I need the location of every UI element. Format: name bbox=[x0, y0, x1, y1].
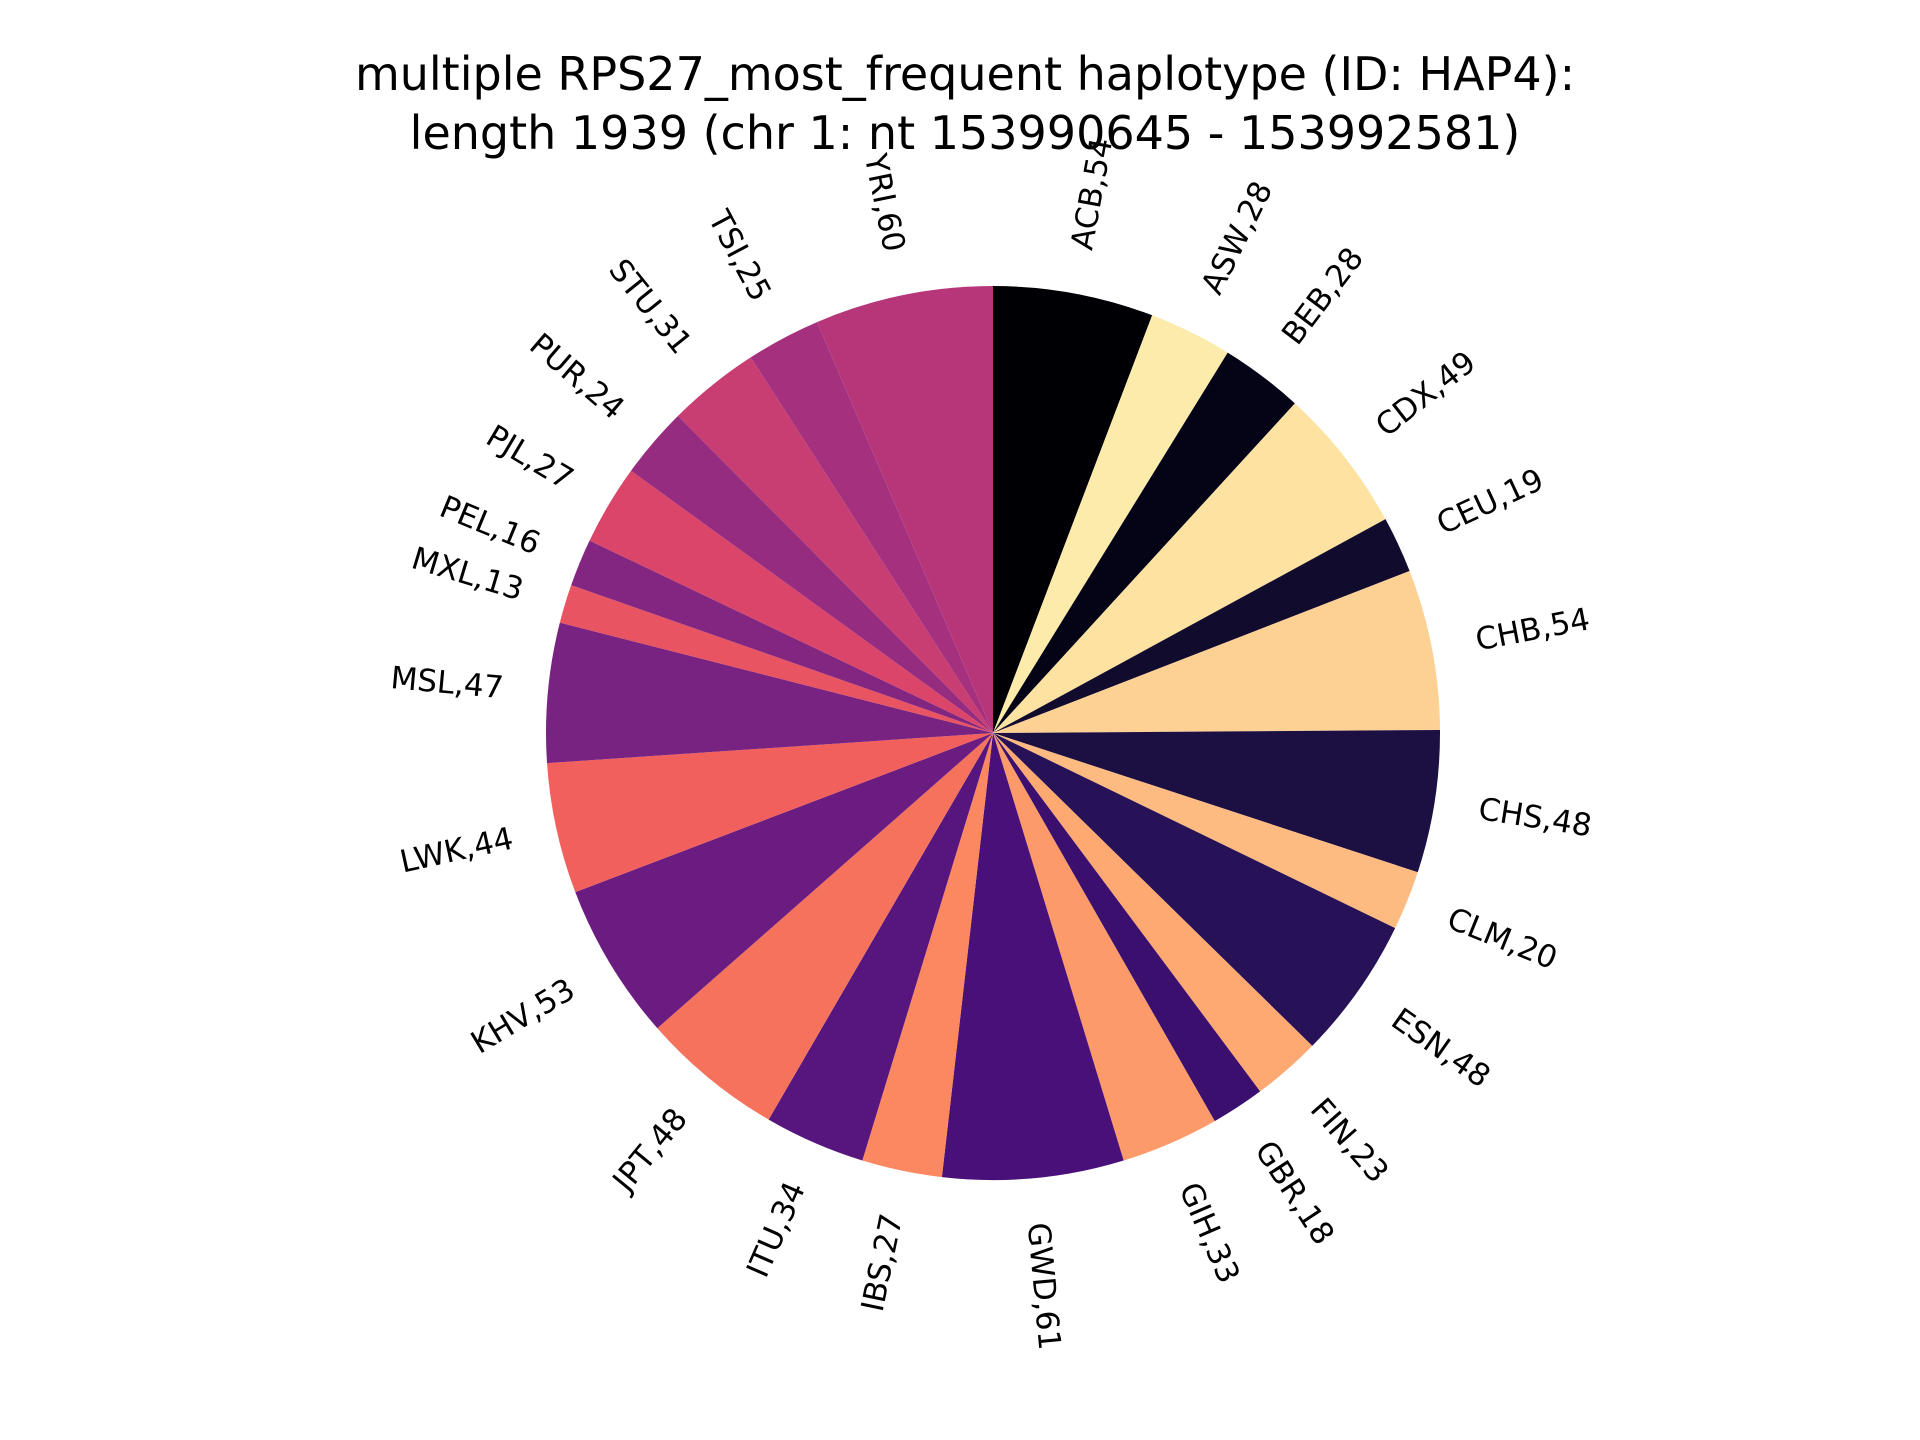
slice-label-cdx: CDX,49 bbox=[1369, 344, 1483, 444]
pie-slice-lwk bbox=[547, 733, 993, 893]
pie-slice-stu bbox=[677, 357, 993, 733]
slice-label-gih: GIH,33 bbox=[1172, 1177, 1247, 1288]
pie-slice-ibs bbox=[862, 733, 993, 1178]
slice-label-msl: MSL,47 bbox=[389, 660, 505, 706]
pie-slice-asw bbox=[993, 315, 1228, 733]
pie-slice-pel bbox=[571, 540, 993, 733]
slice-label-esn: ESN,48 bbox=[1385, 1001, 1497, 1095]
pie-slice-cdx bbox=[993, 403, 1386, 733]
pie-slice-fin bbox=[993, 733, 1313, 1092]
slice-label-khv: KHV,53 bbox=[465, 972, 581, 1062]
slice-label-pur: PUR,24 bbox=[522, 327, 631, 427]
pie-slice-pur bbox=[631, 415, 993, 733]
slice-label-gbr: GBR,18 bbox=[1247, 1134, 1341, 1251]
pie-slice-gbr bbox=[993, 733, 1261, 1122]
slice-label-asw: ASW,28 bbox=[1194, 176, 1280, 300]
pie-slice-yri bbox=[817, 286, 993, 733]
pie-slice-gih bbox=[993, 733, 1215, 1161]
slice-label-chs: CHS,48 bbox=[1476, 791, 1594, 844]
pie-slices bbox=[546, 286, 1441, 1181]
slice-label-itu: ITU,34 bbox=[740, 1177, 813, 1283]
chart-title-line-1: multiple RPS27_most_frequent haplotype (… bbox=[355, 47, 1575, 101]
slice-label-gwd: GWD,61 bbox=[1020, 1221, 1067, 1352]
pie-slice-gwd bbox=[941, 733, 1124, 1181]
slice-label-beb: BEB,28 bbox=[1275, 241, 1371, 352]
pie-slice-beb bbox=[993, 352, 1295, 733]
pie-slice-esn bbox=[993, 733, 1396, 1046]
slice-label-jpt: JPT,48 bbox=[605, 1102, 695, 1201]
pie-slice-mxl bbox=[559, 585, 993, 733]
pie-slice-jpt bbox=[657, 733, 993, 1120]
pie-slice-chb bbox=[993, 571, 1440, 733]
pie-slice-tsi bbox=[750, 322, 993, 733]
slice-label-fin: FIN,23 bbox=[1303, 1091, 1396, 1190]
pie-slice-chs bbox=[993, 729, 1441, 873]
pie-slice-msl bbox=[546, 622, 993, 764]
pie-slice-itu bbox=[768, 733, 993, 1161]
pie-slice-pjl bbox=[589, 470, 993, 733]
slice-label-ceu: CEU,19 bbox=[1431, 462, 1549, 542]
slice-label-clm: CLM,20 bbox=[1442, 901, 1562, 977]
slice-label-ibs: IBS,27 bbox=[855, 1211, 910, 1315]
slice-label-chb: CHB,54 bbox=[1473, 601, 1593, 658]
pie-slice-clm bbox=[993, 733, 1418, 929]
pie-slice-acb bbox=[993, 286, 1153, 733]
slice-label-lwk: LWK,44 bbox=[397, 821, 517, 881]
chart-title-line-2: length 1939 (chr 1: nt 153990645 - 15399… bbox=[410, 106, 1521, 160]
slice-label-tsi: TSI,25 bbox=[700, 204, 778, 307]
pie-slice-khv bbox=[575, 733, 993, 1029]
slice-label-pjl: PJL,27 bbox=[480, 418, 580, 497]
slice-label-stu: STU,31 bbox=[601, 252, 698, 361]
pie-slice-ceu bbox=[993, 519, 1410, 733]
slice-label-yri: YRI,60 bbox=[857, 150, 912, 255]
